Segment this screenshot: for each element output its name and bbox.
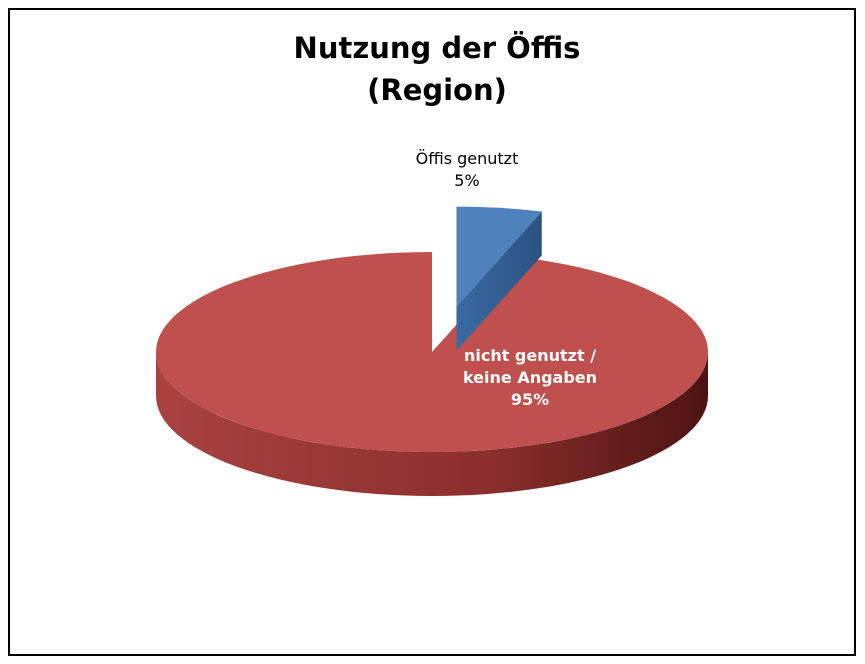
chart-title: Nutzung der Öffis — [294, 31, 581, 65]
chart-title: (Region) — [367, 73, 507, 107]
label-text: Öffis genutzt — [415, 149, 519, 168]
slice — [456, 206, 542, 307]
slice-cut — [456, 211, 542, 351]
label-text: 5% — [454, 171, 480, 190]
label-text: nicht genutzt / keine Angaben — [462, 346, 598, 387]
slice-side — [156, 352, 708, 496]
data-label: nicht genutzt / keine Angaben 95% — [455, 345, 605, 411]
label-text: 95% — [510, 390, 550, 409]
data-label: Öffis genutzt 5% — [387, 148, 547, 192]
slice — [155, 252, 708, 452]
